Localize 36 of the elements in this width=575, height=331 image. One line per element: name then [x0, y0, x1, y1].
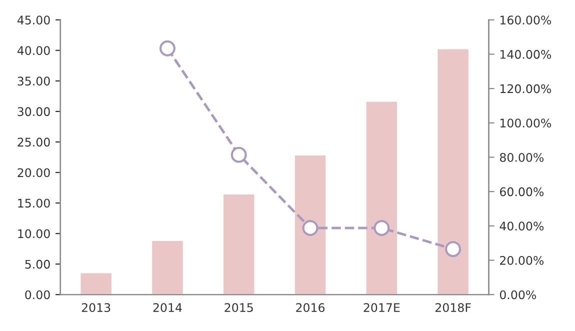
y2-tick-label: 20.00%	[500, 256, 544, 265]
x-tick-label: 2016	[296, 303, 325, 312]
y-tick-label: 30.00	[18, 107, 50, 116]
x-tick-label: 2014	[153, 303, 182, 312]
y2-tick-label: 100.00%	[500, 118, 552, 128]
y2-tick-label: 160.00%	[500, 16, 552, 25]
y-tick-label: 25.00	[18, 138, 50, 147]
y-tick-label: 45.00	[17, 16, 50, 25]
x-tick-label: 2018F	[436, 303, 471, 312]
y2-tick-label: 0.00%	[500, 290, 536, 300]
y2-tick-label: 120.00%	[500, 84, 552, 94]
y-tick-label: 40.00	[17, 46, 50, 56]
y-tick-label: 20.00	[18, 168, 50, 178]
bar	[294, 154, 328, 295]
bar	[222, 193, 256, 295]
y2-tick-label: 60.00%	[500, 187, 544, 196]
point	[374, 220, 390, 236]
y-tick-label: 0.00	[25, 290, 50, 300]
bar	[79, 272, 113, 295]
point	[230, 146, 247, 163]
y2-tick-label: 40.00%	[500, 222, 544, 231]
y-tick-label: 10.00	[18, 229, 50, 238]
bar	[364, 100, 398, 295]
y-tick-label: 35.00	[18, 76, 50, 86]
point	[302, 220, 318, 236]
point	[445, 241, 462, 258]
y2-tick-label: 80.00%	[500, 152, 544, 162]
x-tick-label: 2015	[224, 303, 253, 312]
point	[159, 40, 176, 56]
x-tick-label: 2017E	[364, 303, 400, 312]
y-tick-label: 15.00	[18, 198, 50, 208]
bar	[150, 240, 184, 295]
y2-tick-label: 140.00%	[500, 50, 552, 59]
x-tick-label: 2013	[82, 303, 110, 312]
y-tick-label: 5.00	[25, 260, 50, 269]
bar	[436, 48, 470, 295]
